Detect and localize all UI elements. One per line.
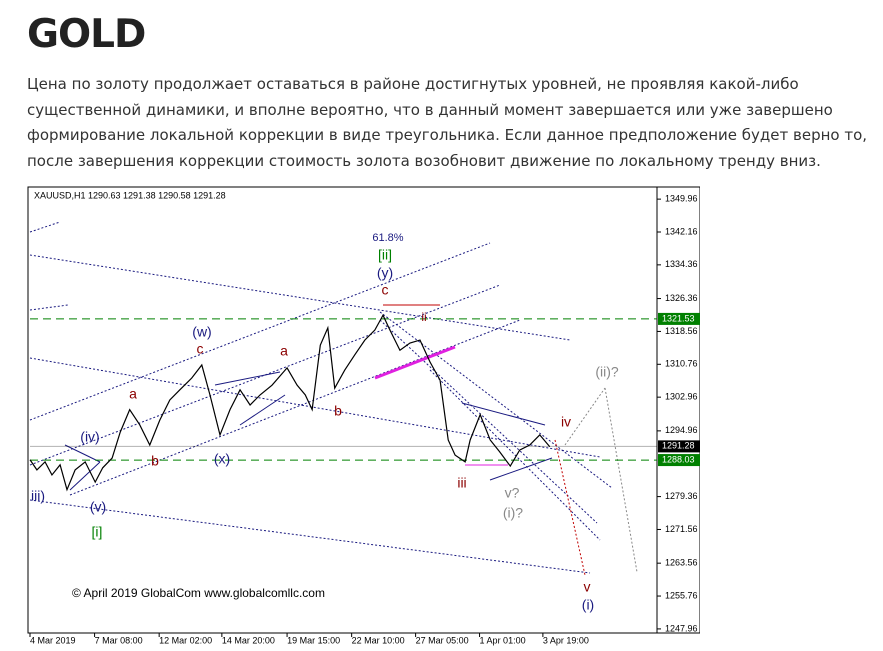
wave-label: a bbox=[280, 343, 288, 359]
level-label: 1291.28 bbox=[662, 441, 695, 451]
trend-line bbox=[604, 387, 638, 573]
x-tick-label: 1 Apr 01:00 bbox=[480, 635, 526, 645]
wave-label: a bbox=[129, 386, 137, 402]
wave-label: (iv) bbox=[80, 429, 99, 445]
level-label: 1288.03 bbox=[662, 454, 695, 464]
level-box bbox=[658, 440, 700, 453]
paragraph: Цена по золоту продолжает оставаться в р… bbox=[27, 75, 868, 171]
x-tick-label: 12 Mar 02:00 bbox=[159, 635, 212, 645]
trend-line bbox=[29, 254, 571, 341]
level-label: 1321.53 bbox=[662, 313, 695, 323]
chart: XAUUSD,H1 1290.63 1291.38 1290.58 1291.2… bbox=[27, 186, 700, 645]
wave-label: c bbox=[197, 341, 204, 357]
trend-line bbox=[29, 221, 61, 233]
x-tick-label: 7 Mar 08:00 bbox=[95, 635, 143, 645]
x-tick-label: 4 Mar 2019 bbox=[30, 635, 76, 645]
x-tick-label: 3 Apr 19:00 bbox=[543, 635, 589, 645]
wave-label: [ii] bbox=[378, 247, 392, 263]
trend-line bbox=[429, 369, 601, 541]
y-tick-label: 1334.36 bbox=[665, 259, 698, 269]
wave-label: (x) bbox=[214, 451, 230, 467]
wave-label: v bbox=[584, 579, 591, 595]
trend-line bbox=[461, 402, 546, 426]
wave-label: [i] bbox=[92, 524, 103, 540]
y-tick-label: 1255.76 bbox=[665, 590, 698, 600]
wave-label: (y) bbox=[377, 265, 393, 281]
trend-line bbox=[374, 345, 456, 380]
title: GOLD bbox=[27, 12, 146, 57]
wave-label: (w) bbox=[192, 324, 211, 340]
wave-label: b bbox=[151, 453, 159, 469]
wave-label: (i)? bbox=[503, 505, 523, 521]
trend-line bbox=[69, 319, 521, 496]
wave-label: v? bbox=[505, 485, 520, 501]
copyright: © April 2019 GlobalCom www.globalcomllc.… bbox=[72, 586, 325, 600]
wave-label: 61.8% bbox=[372, 232, 403, 244]
y-tick-label: 1271.56 bbox=[665, 524, 698, 534]
wave-label: b bbox=[334, 403, 342, 419]
chart-header: XAUUSD,H1 1290.63 1291.38 1290.58 1291.2… bbox=[34, 190, 226, 200]
wave-label: c bbox=[382, 282, 389, 298]
x-tick-label: 19 Mar 15:00 bbox=[287, 635, 340, 645]
wave-label: iii bbox=[457, 475, 466, 491]
y-tick-label: 1342.16 bbox=[665, 226, 698, 236]
chart-frame bbox=[27, 186, 700, 634]
y-tick-label: 1302.96 bbox=[665, 392, 698, 402]
trend-line bbox=[69, 461, 101, 491]
trend-line bbox=[214, 371, 281, 386]
trend-line bbox=[489, 457, 553, 481]
trend-line bbox=[239, 394, 286, 426]
trend-line bbox=[379, 319, 598, 524]
trend-line bbox=[554, 439, 586, 576]
wave-label: (v) bbox=[90, 499, 106, 515]
wave-label: (ii)? bbox=[595, 364, 619, 380]
wave-label: iv bbox=[561, 414, 571, 430]
level-box bbox=[658, 312, 700, 325]
price-line bbox=[29, 313, 551, 492]
y-tick-label: 1310.76 bbox=[665, 359, 698, 369]
trend-line bbox=[29, 357, 601, 458]
y-tick-label: 1349.96 bbox=[665, 193, 698, 203]
y-tick-label: 1279.36 bbox=[665, 491, 698, 501]
x-tick-label: 22 Mar 10:00 bbox=[352, 635, 405, 645]
y-tick-label: 1294.96 bbox=[665, 425, 698, 435]
y-tick-label: 1263.56 bbox=[665, 558, 698, 568]
wave-label: (i) bbox=[582, 597, 594, 613]
trend-line bbox=[64, 444, 101, 463]
x-tick-label: 14 Mar 20:00 bbox=[222, 635, 275, 645]
wave-label: ii bbox=[421, 310, 426, 324]
x-tick-label: 27 Mar 05:00 bbox=[416, 635, 469, 645]
wave-label: iii) bbox=[31, 488, 45, 504]
y-tick-label: 1247.96 bbox=[665, 623, 698, 633]
level-box bbox=[658, 454, 700, 467]
y-tick-label: 1318.56 bbox=[665, 326, 698, 336]
trend-line bbox=[379, 311, 613, 489]
y-tick-label: 1326.36 bbox=[665, 293, 698, 303]
